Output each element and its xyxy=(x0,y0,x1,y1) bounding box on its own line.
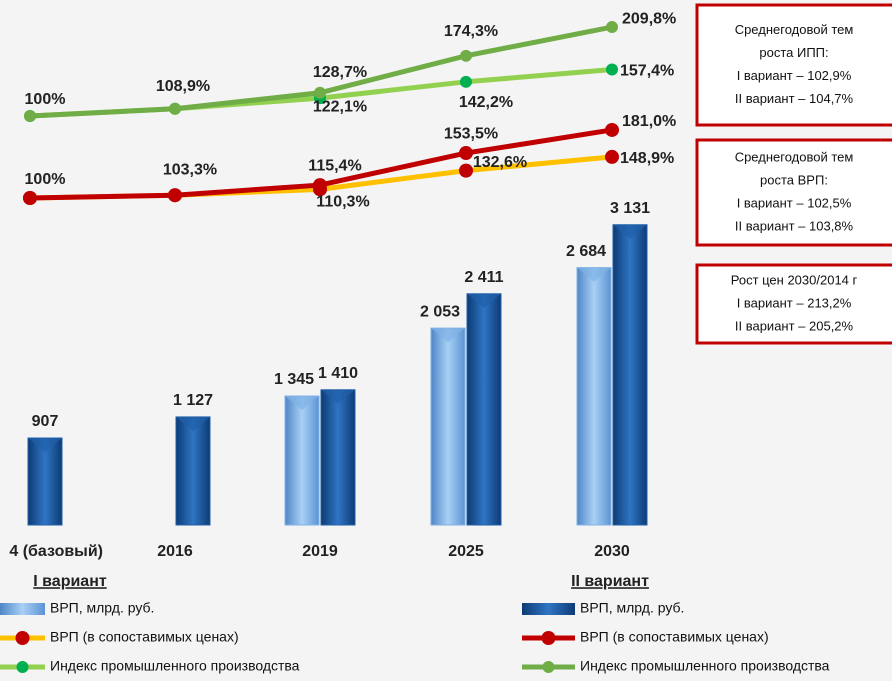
data-label: 2 411 xyxy=(464,269,503,286)
data-label: 209,8% xyxy=(622,10,676,27)
line-marker xyxy=(460,75,472,88)
bar-cap xyxy=(613,224,647,239)
note-text: I вариант – 102,5% xyxy=(737,195,852,210)
note-text: II вариант – 103,8% xyxy=(735,218,854,233)
bar-cap xyxy=(285,396,319,411)
legend-title: I вариант xyxy=(33,573,107,590)
legend-swatch xyxy=(15,631,30,645)
bar-cap xyxy=(577,267,611,282)
x-tick-label: 2030 xyxy=(594,543,630,560)
note-text: II вариант – 104,7% xyxy=(735,91,854,106)
note-box xyxy=(695,3,892,127)
note-text: I вариант – 213,2% xyxy=(737,295,852,310)
note-text: роста ВРП: xyxy=(760,172,828,187)
legend-swatch xyxy=(0,603,45,615)
bar-cap xyxy=(467,293,501,308)
legend-swatch xyxy=(16,661,29,673)
x-tick-label: 4 (базовый) xyxy=(9,543,103,560)
line-marker xyxy=(169,102,181,115)
bar xyxy=(320,389,356,526)
legend-title: II вариант xyxy=(571,573,649,590)
bar xyxy=(284,395,320,526)
data-label: 103,3% xyxy=(163,161,217,178)
line-marker xyxy=(459,163,473,178)
x-tick-label: 2019 xyxy=(302,543,338,560)
bar xyxy=(430,327,466,526)
data-label: 115,4% xyxy=(308,157,361,174)
legend-swatch xyxy=(542,661,555,673)
bar-cap xyxy=(321,389,355,404)
bar xyxy=(175,416,211,526)
data-label: 2 684 xyxy=(566,243,606,260)
data-label: 3 131 xyxy=(610,200,650,217)
x-tick-label: 2016 xyxy=(157,543,193,560)
note-text: роста ИПП: xyxy=(759,45,828,60)
data-label: 907 xyxy=(32,413,59,430)
data-label: 110,3% xyxy=(316,194,369,211)
line-marker xyxy=(314,86,326,99)
data-label: 157,4% xyxy=(620,63,674,80)
data-label: 153,5% xyxy=(444,125,498,142)
line-marker xyxy=(606,21,618,34)
line-marker xyxy=(605,149,619,164)
data-label: 100% xyxy=(25,171,66,188)
note-box xyxy=(695,138,892,247)
bar xyxy=(27,437,63,526)
data-label: 1 345 xyxy=(274,371,314,388)
legend-label: ВРП (в сопоставимых ценах) xyxy=(50,629,239,645)
note-text: Рост цен 2030/2014 г xyxy=(731,272,858,287)
data-label: 181,0% xyxy=(622,113,676,130)
line-marker xyxy=(606,63,618,76)
data-label: 108,9% xyxy=(156,78,210,95)
legend-swatch xyxy=(522,603,575,615)
line-marker xyxy=(460,49,472,62)
bar xyxy=(612,224,648,526)
bar xyxy=(466,293,502,526)
data-label: 174,3% xyxy=(444,23,498,40)
bar-cap xyxy=(28,438,62,453)
data-label: 132,6% xyxy=(473,154,527,171)
line-marker xyxy=(313,178,327,193)
data-label: 142,2% xyxy=(459,94,513,111)
note-text: Среднегодовой тем xyxy=(735,22,854,37)
bar-cap xyxy=(176,416,210,431)
data-label: 100% xyxy=(25,91,66,108)
legend-label: ВРП (в сопоставимых ценах) xyxy=(580,629,769,645)
bar-cap xyxy=(431,328,465,343)
legend-swatch xyxy=(541,631,556,645)
data-label: 1 127 xyxy=(173,392,213,409)
data-label: 2 053 xyxy=(420,303,460,320)
line-marker xyxy=(605,122,619,137)
line-marker xyxy=(24,110,36,122)
note-text: Среднегодовой тем xyxy=(735,149,854,164)
bar xyxy=(576,267,612,526)
legend-label: ВРП, млрд. руб. xyxy=(50,600,154,616)
line-marker xyxy=(23,191,37,205)
data-label: 128,7% xyxy=(313,64,367,81)
legend-label: ВРП, млрд. руб. xyxy=(580,600,684,616)
data-label: 1 410 xyxy=(318,365,358,382)
legend-label: Индекс промышленного производства xyxy=(50,658,300,674)
line-marker xyxy=(459,146,473,161)
note-text: II вариант – 205,2% xyxy=(735,318,854,333)
note-text: I вариант – 102,9% xyxy=(737,68,852,83)
note-box xyxy=(695,263,892,345)
data-label: 148,9% xyxy=(620,150,674,167)
legend-label: Индекс промышленного производства xyxy=(580,658,830,674)
data-label: 122,1% xyxy=(313,98,367,115)
line-marker xyxy=(168,188,182,203)
x-tick-label: 2025 xyxy=(448,543,484,560)
